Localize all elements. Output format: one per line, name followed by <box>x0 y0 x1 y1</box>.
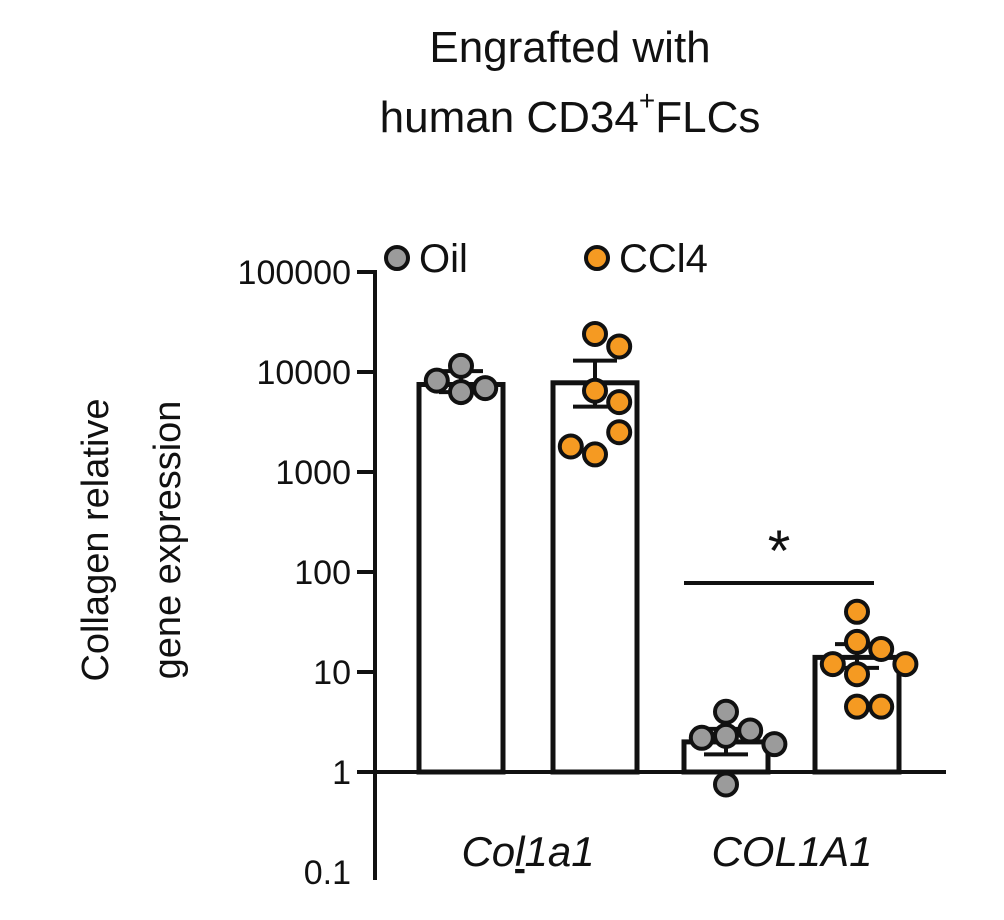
bars <box>416 380 902 775</box>
y-tick-label: 100000 <box>238 254 351 292</box>
title-line-2: human CD34+FLCs <box>380 85 761 142</box>
chart-title: Engrafted with human CD34+FLCs <box>380 23 761 142</box>
category-labels: Col1a1 COL1A1 <box>461 828 872 875</box>
y-axis-ticks: 100000 10000 1000 100 10 1 0.1 <box>238 254 375 892</box>
data-point <box>582 377 608 404</box>
data-point <box>844 598 870 625</box>
data-point <box>844 693 870 720</box>
legend: Oil CCl4 <box>384 237 708 281</box>
data-point <box>582 320 608 347</box>
data-point <box>423 367 450 394</box>
data-point <box>737 717 764 744</box>
data-point <box>713 771 739 798</box>
title-line-2-pre: human CD34 <box>380 93 639 142</box>
y-axis-label-line-2: gene expression <box>147 401 189 680</box>
data-point <box>713 698 739 725</box>
data-point <box>844 628 870 655</box>
title-line-2-post: FLCs <box>655 93 760 142</box>
data-point <box>606 419 633 446</box>
title-line-1: Engrafted with <box>429 23 710 72</box>
data-point <box>606 389 633 416</box>
data-point <box>819 651 846 678</box>
legend-label: Oil <box>419 237 468 281</box>
y-tick-label: 10 <box>313 654 351 692</box>
data-point <box>582 441 608 468</box>
legend-marker <box>584 245 610 271</box>
category-label: COL1A1 <box>711 828 872 875</box>
data-point <box>472 375 499 402</box>
data-point <box>688 724 715 751</box>
y-tick-label: 0.1 <box>304 854 351 892</box>
y-tick-label: 1 <box>332 754 351 792</box>
data-point <box>448 352 474 379</box>
y-axis-label: Collagen relative gene expression <box>75 398 189 681</box>
category-label: Col1a1 <box>461 828 594 875</box>
legend-marker <box>384 245 410 271</box>
axes <box>357 270 946 880</box>
data-point <box>844 661 870 688</box>
data-point <box>606 333 633 360</box>
bar <box>416 381 506 775</box>
y-axis-label-line-1: Collagen relative <box>75 398 117 681</box>
y-tick-label: 1000 <box>275 454 351 492</box>
significance-annotation: * <box>684 519 874 585</box>
y-tick-label: 100 <box>294 554 351 592</box>
data-point <box>892 651 919 678</box>
data-point <box>713 722 739 749</box>
title-superscript: + <box>639 85 655 116</box>
legend-label: CCl4 <box>619 237 708 281</box>
data-points <box>423 320 919 798</box>
data-point <box>557 433 584 460</box>
data-point <box>868 693 895 720</box>
data-point <box>448 379 474 406</box>
significance-star: * <box>768 519 791 584</box>
y-tick-label: 10000 <box>256 354 351 392</box>
data-point <box>761 731 788 758</box>
data-point <box>868 635 895 662</box>
